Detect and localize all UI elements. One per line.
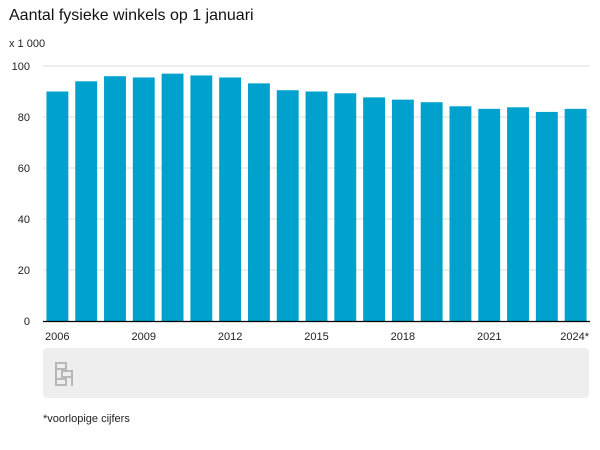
y-tick-label: 0 <box>24 316 30 328</box>
y-axis-unit-label: x 1 000 <box>9 38 46 50</box>
bar-2006 <box>46 91 69 321</box>
bar-2012 <box>219 77 242 321</box>
y-axis-ticks: 0 20 40 60 80 100 <box>12 61 30 328</box>
bar-2013 <box>247 83 270 321</box>
bar-2017 <box>363 97 386 322</box>
bar-2016 <box>334 93 357 321</box>
bar-2018 <box>391 99 414 321</box>
bar-2009 <box>132 77 155 321</box>
y-tick-label: 60 <box>18 163 30 175</box>
y-tick-label: 100 <box>12 61 30 73</box>
logo-panel <box>43 348 589 398</box>
cbs-logo-icon <box>55 362 73 386</box>
bar-2023 <box>535 111 558 322</box>
x-tick-label: 2015 <box>304 331 328 343</box>
bar-chart: 0 20 40 60 80 100 2006 2009 2012 2015 2018 2021 202… <box>12 61 590 343</box>
x-tick-label: 2009 <box>132 331 156 343</box>
bar-2007 <box>75 81 98 321</box>
x-tick-label: 2006 <box>45 331 69 343</box>
y-tick-label: 80 <box>18 112 30 124</box>
bar-2015 <box>305 91 328 321</box>
bars <box>46 73 587 322</box>
bar-2011 <box>190 75 213 321</box>
bar-2019 <box>420 102 443 322</box>
bar-2022 <box>507 107 529 321</box>
bar-2008 <box>104 76 126 321</box>
bar-2014 <box>276 90 299 321</box>
chart-title: Aantal fysieke winkels op 1 januari <box>9 7 254 24</box>
x-tick-label: 2021 <box>477 331 501 343</box>
x-axis-ticks: 2006 2009 2012 2015 2018 2021 2024* <box>45 331 590 343</box>
x-tick-label: 2018 <box>391 331 415 343</box>
footnote: *voorlopige cijfers <box>43 413 130 425</box>
bar-2020 <box>449 106 472 321</box>
y-tick-label: 40 <box>18 214 30 226</box>
bar-2010 <box>161 73 184 322</box>
bar-2021 <box>478 108 501 321</box>
x-tick-label: 2024* <box>560 331 589 343</box>
x-tick-label: 2012 <box>218 331 242 343</box>
bar-2024 <box>564 108 587 321</box>
y-tick-label: 20 <box>18 265 30 277</box>
